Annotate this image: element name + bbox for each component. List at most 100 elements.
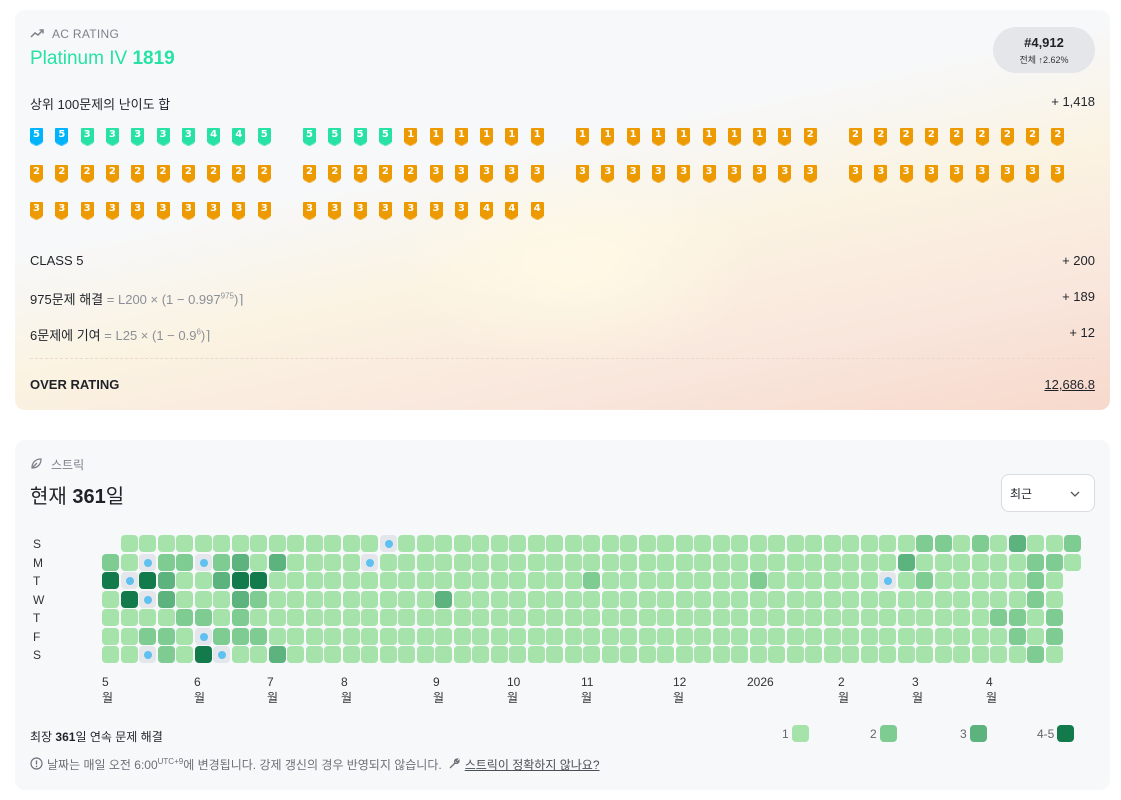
streak-cell[interactable] bbox=[712, 646, 730, 663]
tier-badge[interactable]: 3 bbox=[975, 165, 989, 183]
streak-cell[interactable] bbox=[731, 553, 748, 571]
streak-range-select[interactable]: 최근 bbox=[1001, 474, 1095, 512]
streak-cell[interactable] bbox=[139, 535, 156, 552]
streak-cell[interactable] bbox=[786, 572, 804, 589]
streak-cell[interactable] bbox=[361, 590, 378, 608]
streak-cell[interactable] bbox=[879, 590, 896, 608]
streak-cell[interactable] bbox=[102, 646, 119, 663]
streak-cell[interactable] bbox=[953, 627, 970, 645]
streak-cell[interactable] bbox=[564, 646, 582, 663]
streak-cell[interactable] bbox=[583, 535, 600, 552]
tier-badge[interactable]: 2 bbox=[803, 128, 817, 146]
streak-cell[interactable] bbox=[324, 572, 341, 589]
streak-cell[interactable] bbox=[379, 627, 397, 645]
tier-badge[interactable]: 3 bbox=[924, 165, 938, 183]
streak-cell[interactable] bbox=[194, 646, 212, 663]
streak-cell[interactable] bbox=[287, 627, 304, 645]
streak-cell[interactable] bbox=[1027, 590, 1044, 608]
tier-badge[interactable]: 3 bbox=[55, 202, 69, 220]
streak-cell[interactable] bbox=[971, 553, 989, 571]
streak-cell[interactable] bbox=[361, 553, 378, 571]
streak-cell[interactable] bbox=[897, 553, 915, 571]
streak-cell[interactable] bbox=[694, 590, 711, 608]
streak-cell[interactable] bbox=[379, 553, 397, 571]
streak-cell[interactable] bbox=[971, 627, 989, 645]
streak-cell[interactable] bbox=[675, 572, 693, 589]
streak-cell[interactable] bbox=[546, 627, 563, 645]
streak-cell[interactable] bbox=[879, 627, 896, 645]
streak-cell[interactable] bbox=[879, 535, 896, 552]
tier-badge[interactable]: 2 bbox=[257, 165, 271, 183]
tier-badge[interactable]: 3 bbox=[207, 202, 221, 220]
tier-badge[interactable]: 3 bbox=[429, 202, 443, 220]
streak-cell[interactable] bbox=[675, 646, 693, 663]
streak-cell[interactable] bbox=[823, 553, 841, 571]
streak-cell[interactable] bbox=[749, 572, 767, 589]
tier-badge[interactable]: 2 bbox=[353, 165, 367, 183]
streak-cell[interactable] bbox=[823, 535, 841, 552]
tier-badge[interactable]: 2 bbox=[975, 128, 989, 146]
streak-cell[interactable] bbox=[768, 590, 785, 608]
streak-cell[interactable] bbox=[786, 646, 804, 663]
tier-badge[interactable]: 3 bbox=[303, 202, 316, 220]
tier-badge[interactable]: 1 bbox=[454, 128, 468, 146]
streak-cell[interactable] bbox=[879, 553, 896, 571]
streak-cell[interactable] bbox=[157, 572, 175, 589]
tier-badge[interactable]: 1 bbox=[576, 128, 589, 146]
tier-badge[interactable]: 5 bbox=[378, 128, 392, 146]
streak-cell[interactable] bbox=[120, 572, 138, 589]
streak-cell[interactable] bbox=[897, 590, 915, 608]
streak-cell[interactable] bbox=[990, 627, 1007, 645]
tier-badge[interactable]: 4 bbox=[530, 202, 544, 220]
streak-cell[interactable] bbox=[916, 553, 933, 571]
streak-cell[interactable] bbox=[638, 553, 656, 571]
streak-cell[interactable] bbox=[213, 590, 230, 608]
streak-cell[interactable] bbox=[213, 535, 230, 552]
streak-cell[interactable] bbox=[453, 553, 471, 571]
streak-cell[interactable] bbox=[638, 627, 656, 645]
streak-cell[interactable] bbox=[120, 627, 138, 645]
streak-cell[interactable] bbox=[620, 646, 637, 663]
streak-cell[interactable] bbox=[712, 572, 730, 589]
streak-cell[interactable] bbox=[860, 609, 878, 626]
streak-cell[interactable] bbox=[564, 609, 582, 626]
streak-cell[interactable] bbox=[990, 572, 1007, 589]
streak-cell[interactable] bbox=[268, 609, 286, 626]
tier-badge[interactable]: 4 bbox=[207, 128, 221, 146]
streak-cell[interactable] bbox=[749, 627, 767, 645]
tier-badge[interactable]: 3 bbox=[353, 202, 367, 220]
tier-badge[interactable]: 2 bbox=[899, 128, 913, 146]
streak-cell[interactable] bbox=[860, 535, 878, 552]
streak-cell[interactable] bbox=[953, 646, 970, 663]
streak-cell[interactable] bbox=[842, 553, 859, 571]
streak-cell[interactable] bbox=[823, 609, 841, 626]
streak-cell[interactable] bbox=[712, 590, 730, 608]
streak-cell[interactable] bbox=[194, 609, 212, 626]
streak-cell[interactable] bbox=[379, 609, 397, 626]
streak-cell[interactable] bbox=[194, 590, 212, 608]
streak-cell[interactable] bbox=[120, 646, 138, 663]
tier-badge[interactable]: 3 bbox=[80, 202, 94, 220]
streak-cell[interactable] bbox=[472, 553, 489, 571]
tier-badge[interactable]: 3 bbox=[626, 165, 640, 183]
tier-badge[interactable]: 2 bbox=[232, 165, 246, 183]
streak-cell[interactable] bbox=[287, 535, 304, 552]
streak-cell[interactable] bbox=[638, 609, 656, 626]
streak-cell[interactable] bbox=[620, 627, 637, 645]
streak-cell[interactable] bbox=[157, 609, 175, 626]
tier-badge[interactable]: 4 bbox=[232, 128, 246, 146]
tier-badge[interactable]: 2 bbox=[924, 128, 938, 146]
streak-cell[interactable] bbox=[231, 590, 249, 608]
streak-cell[interactable] bbox=[287, 553, 304, 571]
streak-cell[interactable] bbox=[694, 553, 711, 571]
streak-cell[interactable] bbox=[1045, 553, 1063, 571]
streak-cell[interactable] bbox=[583, 609, 600, 626]
streak-cell[interactable] bbox=[509, 535, 526, 552]
streak-cell[interactable] bbox=[527, 627, 545, 645]
streak-cell[interactable] bbox=[601, 590, 619, 608]
streak-cell[interactable] bbox=[842, 609, 859, 626]
streak-cell[interactable] bbox=[1027, 646, 1044, 663]
streak-cell[interactable] bbox=[897, 646, 915, 663]
streak-cell[interactable] bbox=[324, 553, 341, 571]
streak-cell[interactable] bbox=[749, 535, 767, 552]
